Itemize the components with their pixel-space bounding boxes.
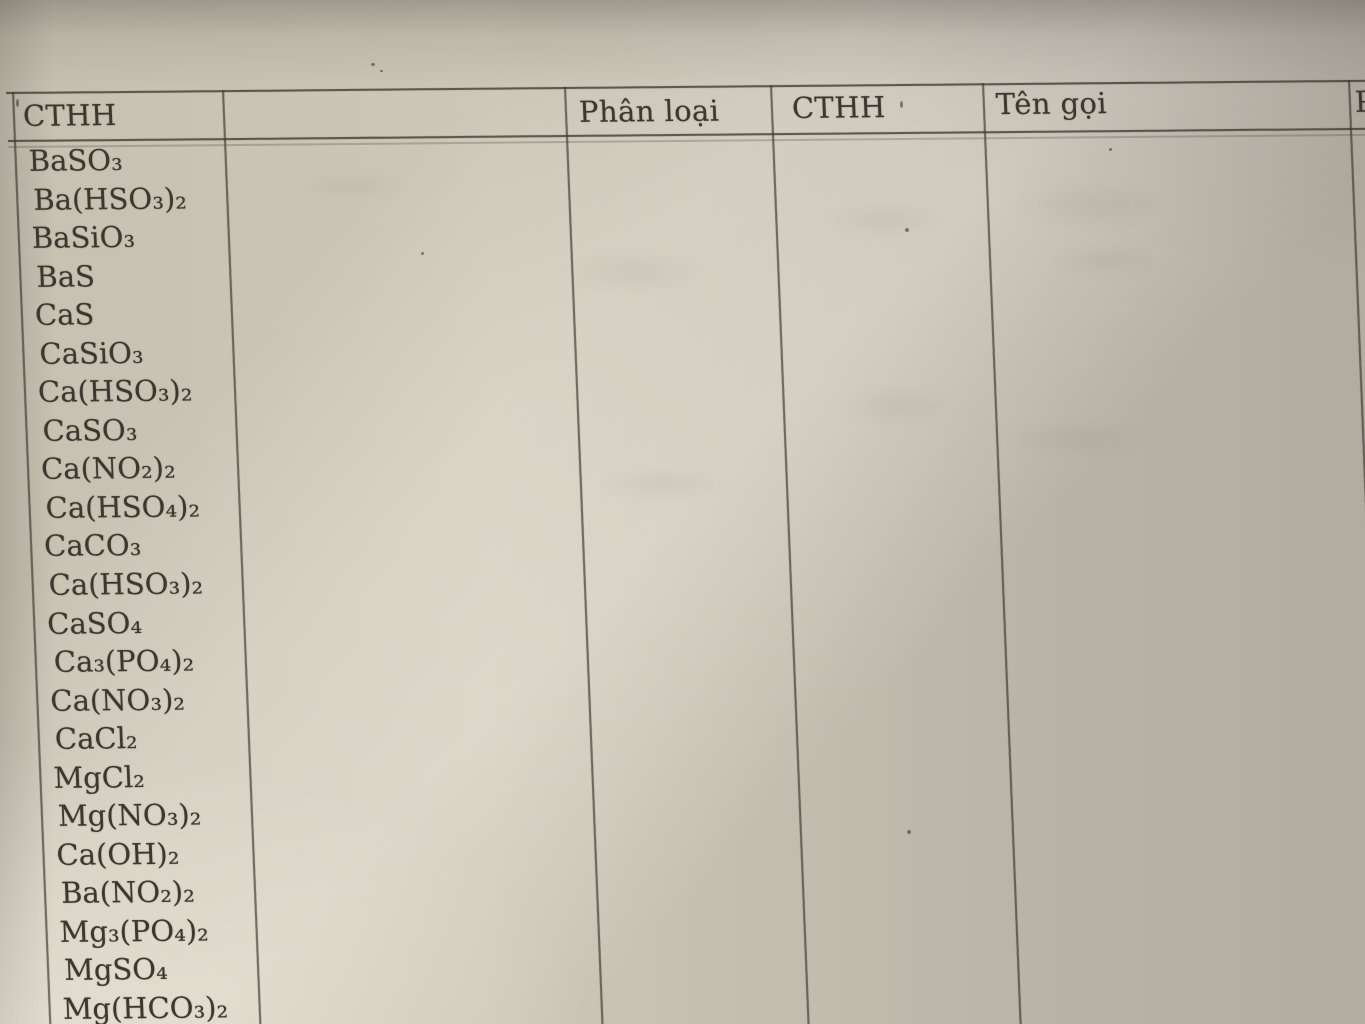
formula-cell: Ca(HSO₃)₂ bbox=[37, 373, 193, 410]
ink-bleed-smudge bbox=[560, 250, 710, 295]
paper-speck bbox=[905, 228, 909, 232]
table-column-border-4 bbox=[770, 85, 814, 1024]
ink-bleed-smudge bbox=[290, 170, 410, 202]
column-header-cthh-right: CTHH bbox=[791, 90, 887, 125]
formula-cell: CaS bbox=[34, 297, 95, 333]
column-header-partial-right-edge: P bbox=[1354, 84, 1365, 119]
formula-cell: Ca(OH)₂ bbox=[55, 836, 180, 872]
worksheet-table: CTHH Phân loại CTHH Tên gọi P BaSO₃ Ba(HS… bbox=[6, 79, 1365, 1024]
formula-cell: BaS bbox=[35, 258, 96, 294]
ink-bleed-smudge bbox=[835, 385, 960, 427]
table-column-border-5 bbox=[982, 83, 1026, 1024]
ink-bleed-smudge bbox=[1050, 245, 1160, 277]
paper-speck bbox=[907, 830, 911, 834]
paper-speck bbox=[1109, 148, 1112, 151]
column-header-ten-goi: Tên gọi bbox=[995, 86, 1108, 122]
formula-cell: Mg(HCO₃)₂ bbox=[62, 990, 229, 1024]
paper-speck bbox=[900, 101, 903, 108]
formula-cell: Ba(HSO₃)₂ bbox=[32, 181, 188, 217]
ink-bleed-smudge bbox=[595, 465, 735, 503]
formula-cell: CaSO₃ bbox=[41, 412, 138, 448]
formula-cell: CaSO₄ bbox=[46, 605, 143, 641]
formula-cell: Ba(NO₂)₂ bbox=[60, 875, 196, 911]
formula-cell: CaCl₂ bbox=[54, 721, 139, 757]
formula-cell: BaSO₃ bbox=[28, 143, 124, 178]
formula-cell: BaSiO₃ bbox=[31, 220, 136, 255]
ink-bleed-smudge bbox=[1000, 420, 1150, 458]
ink-bleed-smudge bbox=[820, 200, 950, 240]
formula-cell: CaSiO₃ bbox=[38, 335, 145, 371]
column-header-phan-loai: Phân loại bbox=[578, 93, 720, 129]
paper-speck bbox=[371, 63, 375, 66]
formula-list: BaSO₃ Ba(HSO₃)₂ BaSiO₃ BaS CaS CaSiO₃ Ca(HSO₃)… bbox=[14, 140, 309, 1024]
paper-speck bbox=[16, 99, 19, 107]
formula-cell: Mg₃(PO₄)₂ bbox=[58, 913, 210, 949]
formula-cell: Ca(NO₂)₂ bbox=[40, 451, 177, 487]
formula-cell: Mg(NO₃)₂ bbox=[57, 797, 202, 834]
table-column-border-3 bbox=[564, 87, 608, 1024]
table-column-border-6 bbox=[1348, 79, 1365, 1024]
table-top-border bbox=[6, 79, 1365, 95]
paper-speck bbox=[421, 252, 424, 255]
formula-cell: Ca(HSO₃)₂ bbox=[48, 566, 204, 602]
column-header-cthh-left: CTHH bbox=[22, 98, 118, 133]
formula-cell: MgSO₄ bbox=[63, 952, 169, 988]
formula-cell: MgCl₂ bbox=[52, 759, 146, 795]
formula-cell: Ca(NO₃)₂ bbox=[49, 682, 186, 718]
ink-bleed-smudge bbox=[1010, 180, 1170, 230]
formula-cell: CaCO₃ bbox=[43, 528, 142, 564]
paper-speck bbox=[380, 70, 383, 72]
formula-cell: Ca(HSO₄)₂ bbox=[44, 489, 201, 525]
formula-cell: Ca₃(PO₄)₂ bbox=[53, 643, 195, 679]
